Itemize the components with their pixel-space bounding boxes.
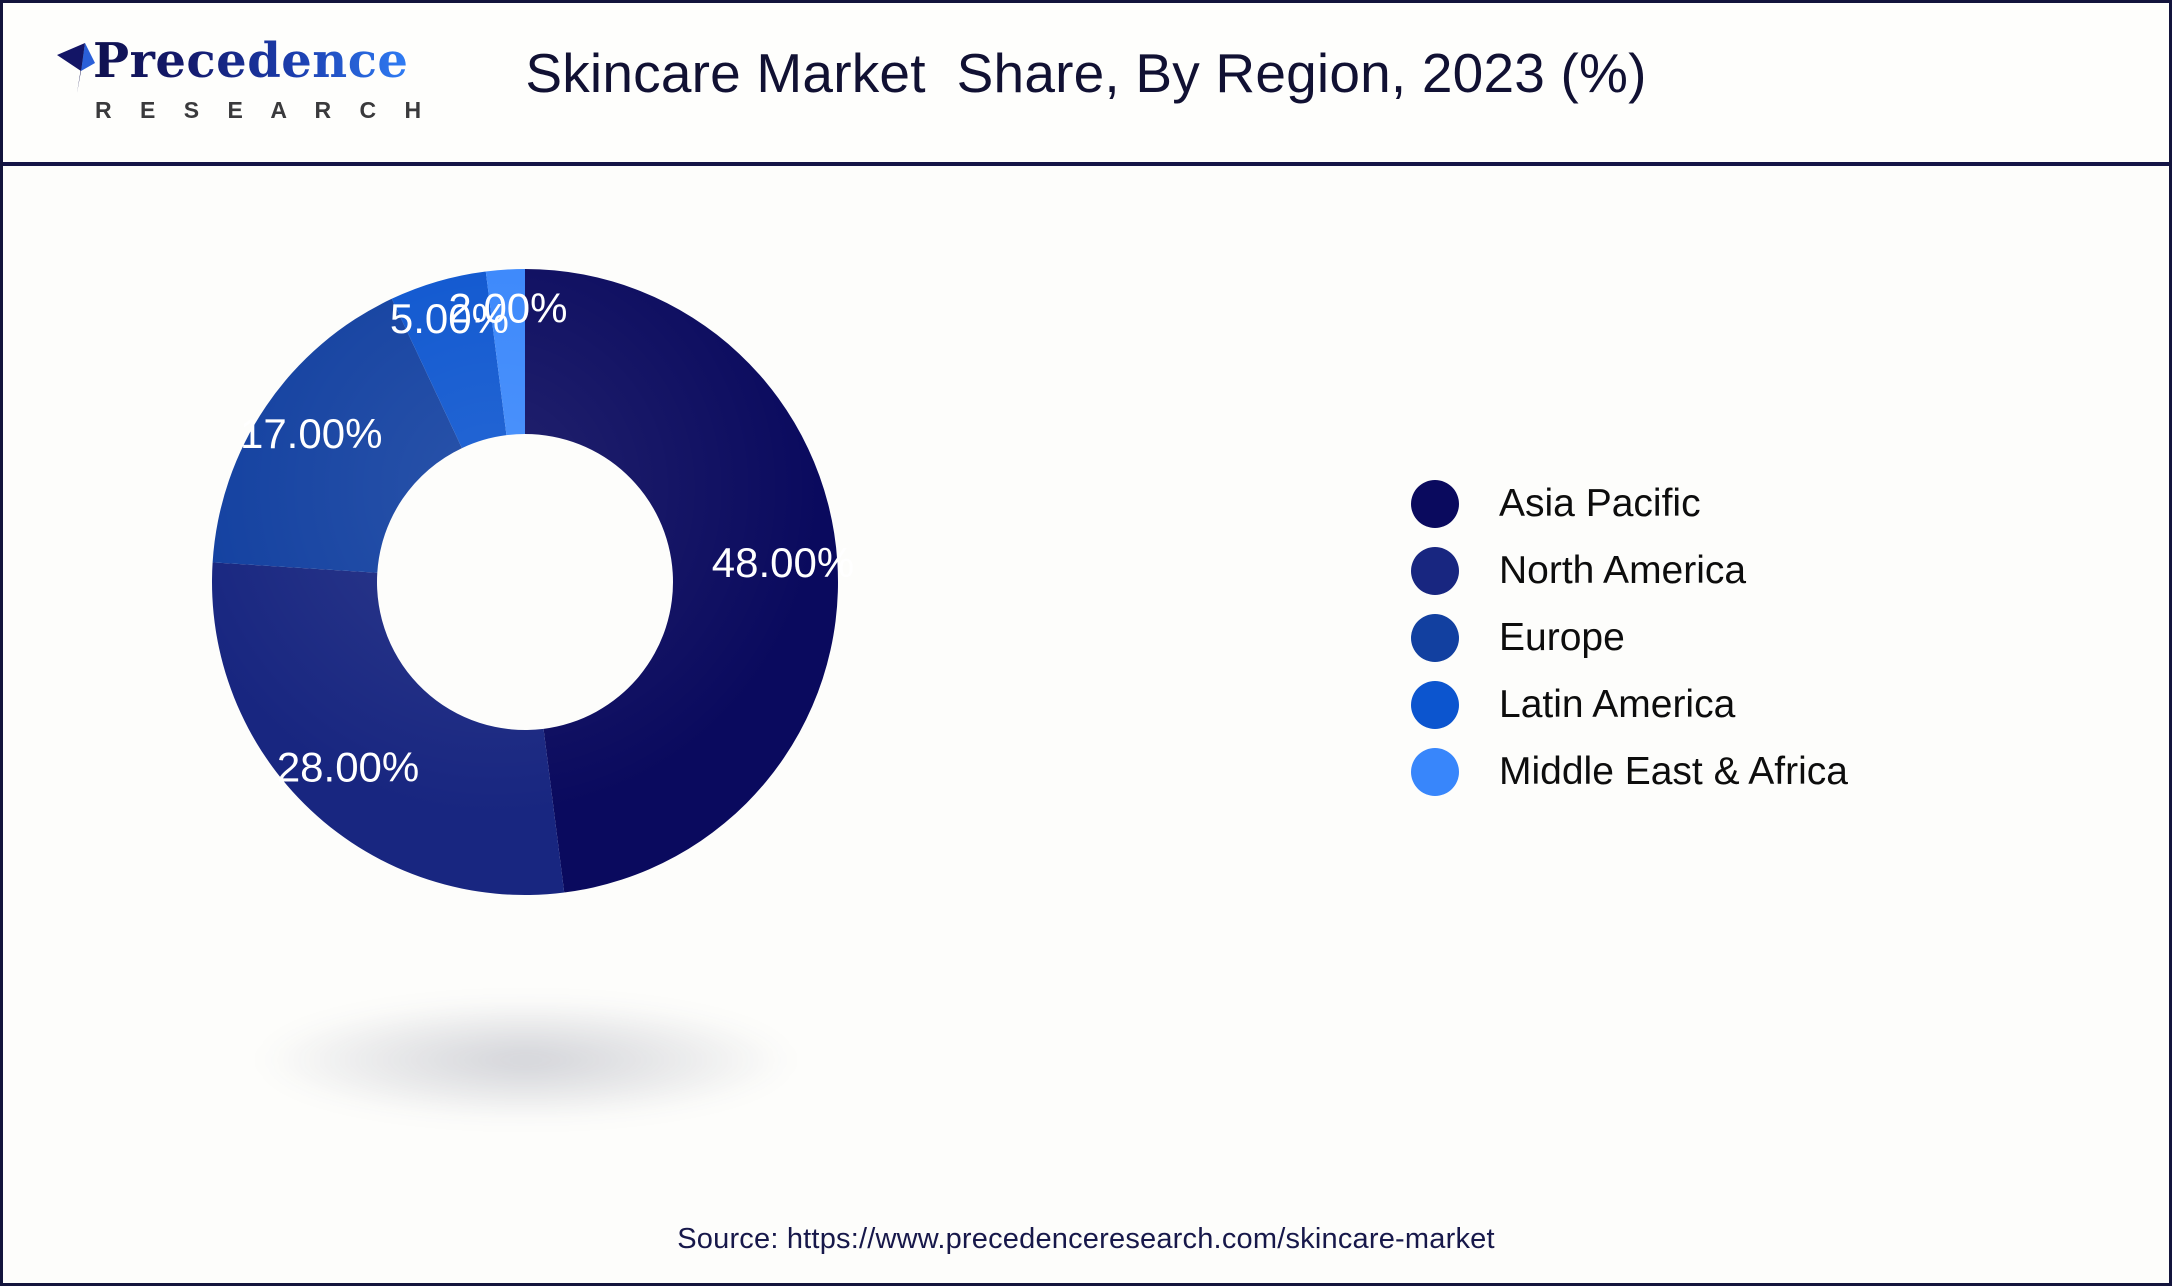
legend-color-swatch-icon [1411, 613, 1459, 662]
legend-item-label: Europe [1499, 616, 1625, 659]
donut-slice-value-label: 5.00% [390, 295, 509, 342]
donut-slice-value-label: 28.00% [277, 744, 419, 791]
legend-item[interactable]: Europe [1411, 604, 2111, 671]
chart-legend: Asia Pacific North America Europe Latin Ame… [1411, 470, 2111, 805]
chart-header: Precedence R E S E A R C H Skincare Mark… [3, 3, 2169, 166]
donut-chart: 48.00% 28.00% 17.00% 5.00% 2.00% [3, 170, 1133, 1170]
legend-item-label: North America [1499, 549, 1747, 592]
legend-color-swatch-icon [1411, 479, 1459, 528]
precedence-research-logo: Precedence R E S E A R C H [51, 37, 421, 137]
chart-body: 48.00% 28.00% 17.00% 5.00% 2.00% Asia Pacifi… [3, 170, 2169, 1283]
donut-chart-svg: 48.00% 28.00% 17.00% 5.00%2.00% [212, 269, 854, 895]
donut-slice-value-label: 17.00% [240, 410, 382, 457]
legend-item-label: Latin America [1499, 683, 1736, 726]
donut-slice-labels: 48.00% 28.00% 17.00% 5.00%2.00% [240, 285, 854, 791]
legend-item[interactable]: Asia Pacific [1411, 470, 2111, 537]
donut-slice[interactable] [212, 562, 565, 895]
legend-color-swatch-icon [1411, 747, 1459, 796]
source-note: Source: https://www.precedenceresearch.c… [677, 1223, 1495, 1255]
logo-wordmark: Precedence [93, 33, 409, 89]
donut-slice-value-label: 48.00% [712, 539, 854, 586]
legend-item-label: Asia Pacific [1499, 482, 1701, 525]
logo-subtitle: R E S E A R C H [95, 97, 433, 123]
legend-item[interactable]: North America [1411, 537, 2111, 604]
precedence-logo-mark-icon [57, 43, 95, 93]
legend-item[interactable]: Middle East & Africa [1411, 738, 2111, 805]
donut-slice-value-label: 2.00% [448, 285, 567, 332]
legend-item[interactable]: Latin America [1411, 671, 2111, 738]
page-title: Skincare Market Share, By Region, 2023 (… [525, 42, 1647, 104]
donut-drop-shadow [261, 1000, 791, 1120]
legend-color-swatch-icon [1411, 546, 1459, 595]
legend-color-swatch-icon [1411, 680, 1459, 729]
legend-item-label: Middle East & Africa [1499, 750, 1848, 793]
